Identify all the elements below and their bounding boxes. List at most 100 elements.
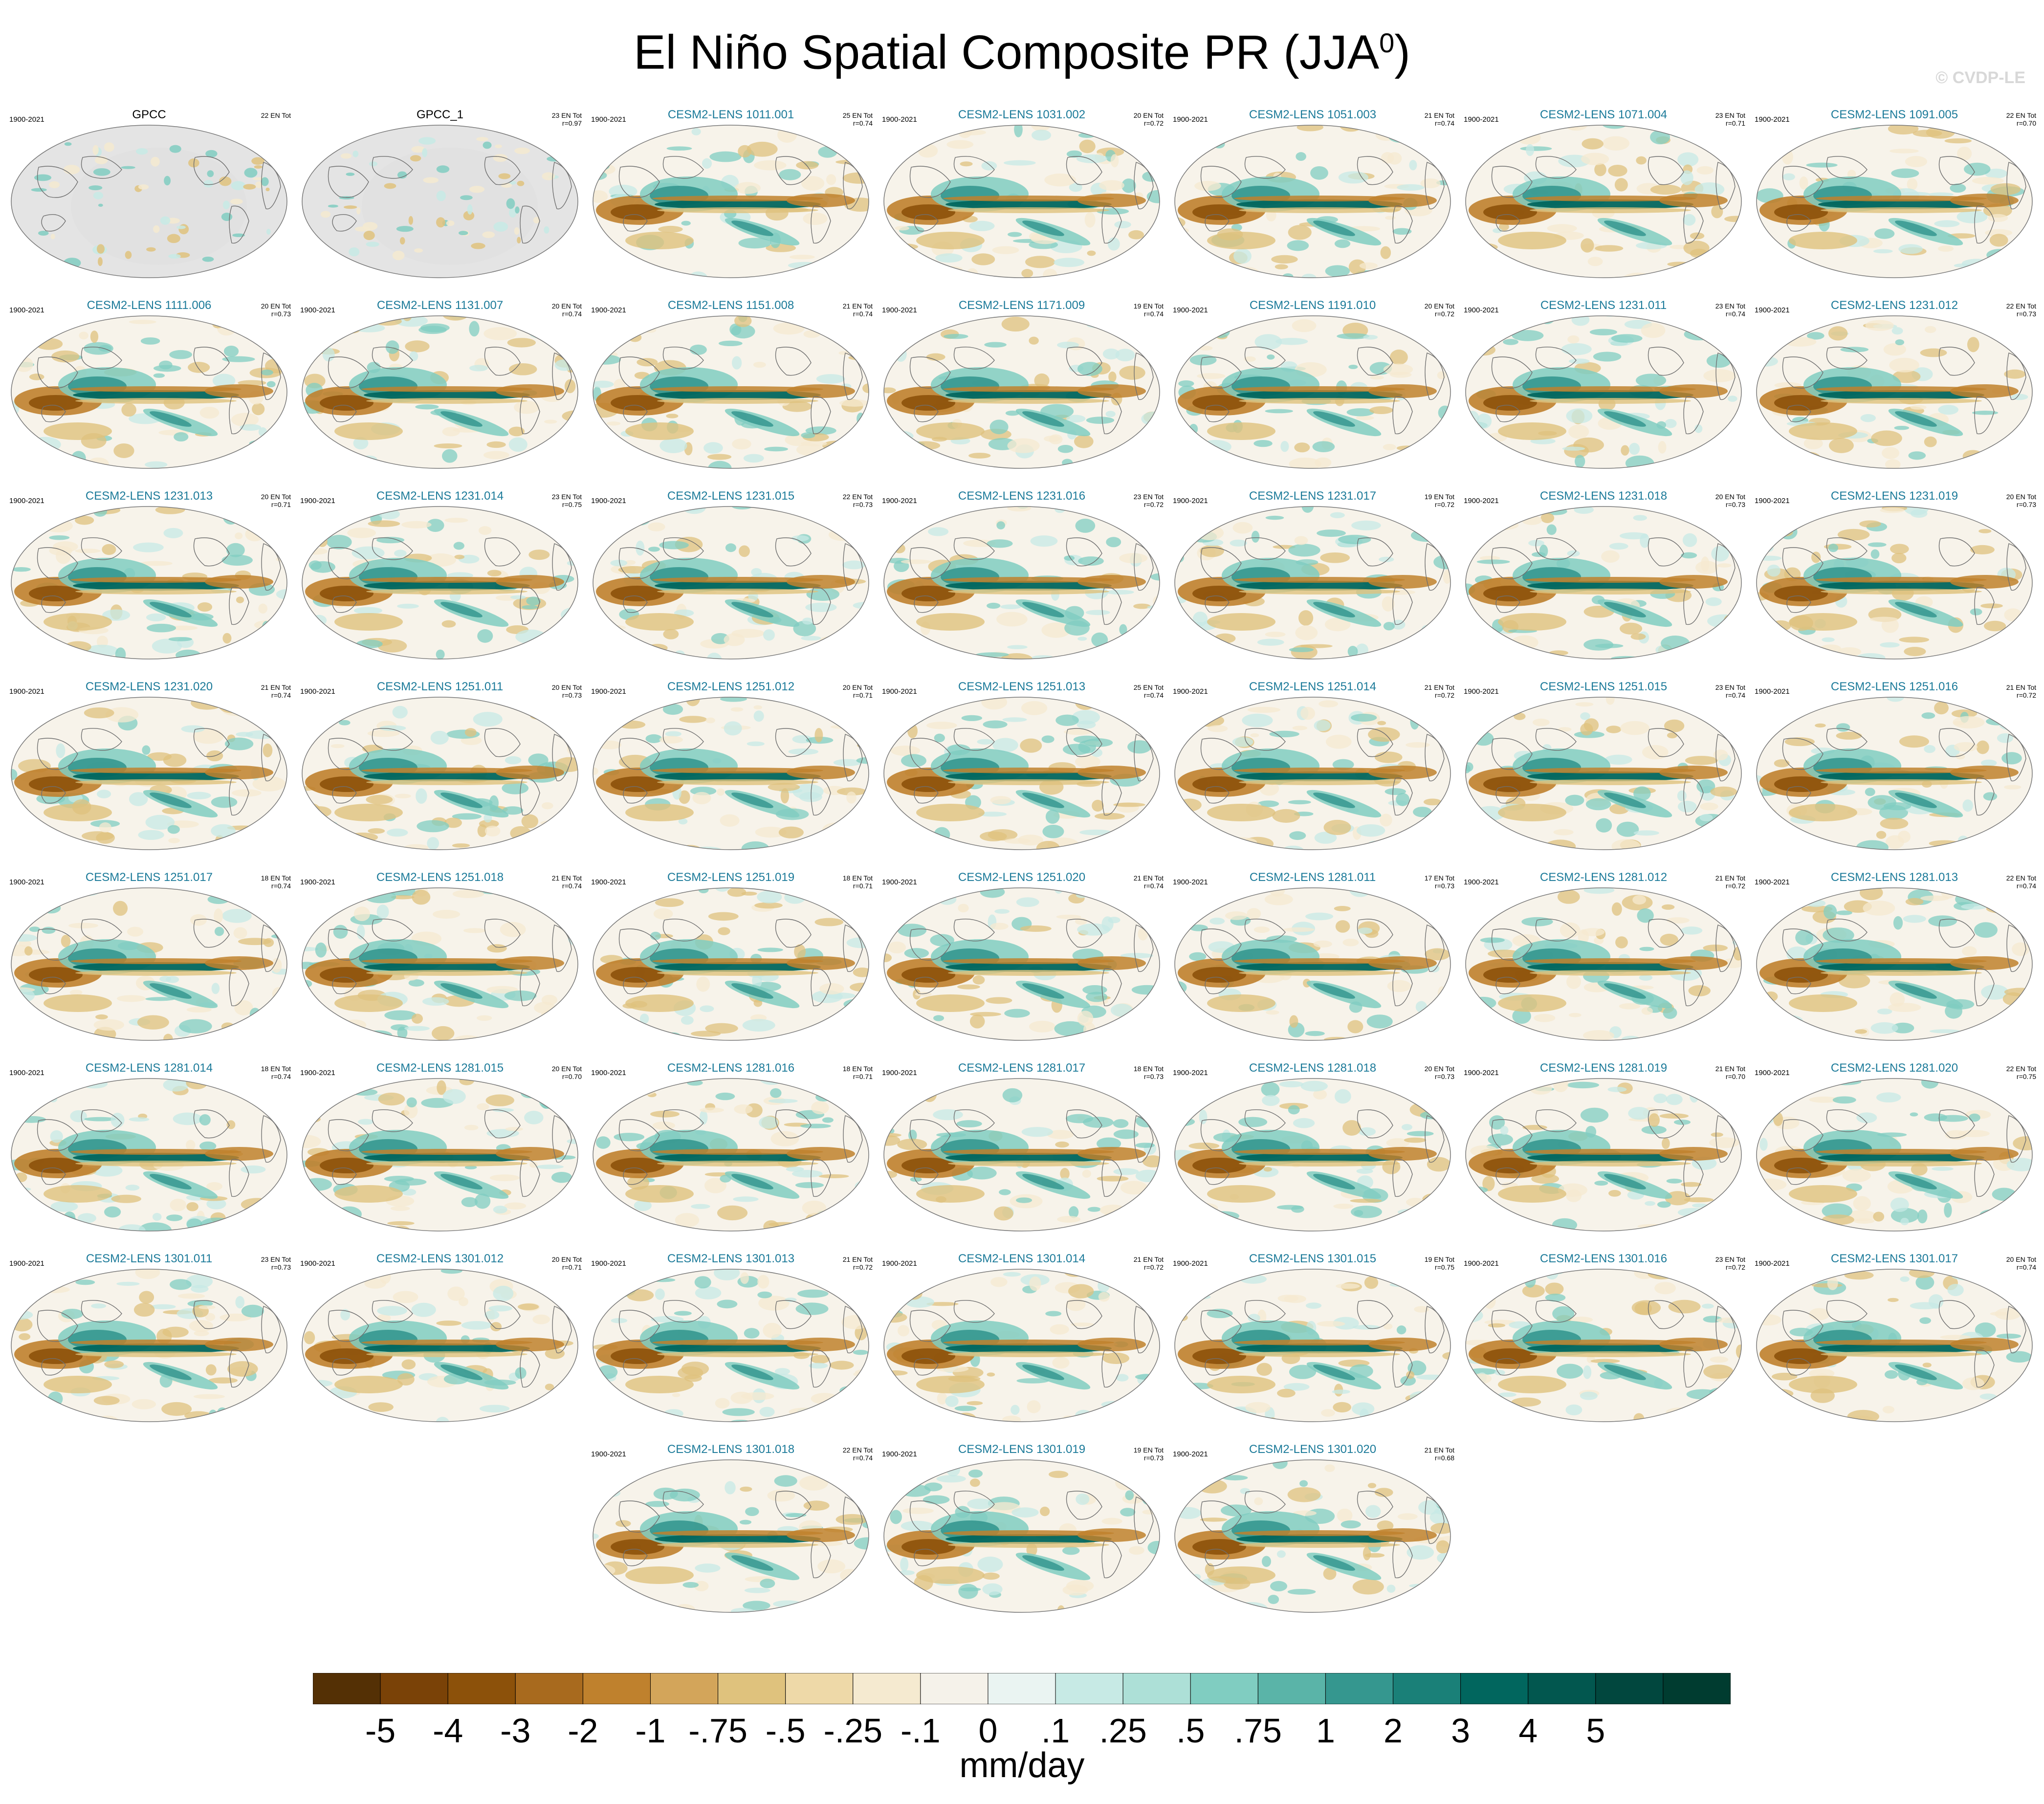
colorbar-tick-label: -.1 [900,1712,941,1750]
panel-name: CESM2-LENS 1251.019 [667,871,795,884]
panel-event-count: 21 EN Tot [2006,683,2036,691]
colorbar [313,1673,1731,1704]
map-panel: CESM2-LENS 1071.004 1900-2021 23 EN Tot r=0… [1462,108,1745,298]
map-panel: CESM2-LENS 1031.002 1900-2021 20 EN Tot r=0… [880,108,1164,298]
composite-map [1174,1269,1451,1422]
composite-map [11,1078,287,1232]
panel-correlation: r=0.75 [562,501,582,508]
composite-map [1174,315,1451,469]
panel-correlation: r=0.72 [1725,882,1745,890]
panel-name: CESM2-LENS 1011.001 [667,108,794,121]
map-panel: CESM2-LENS 1281.018 1900-2021 20 EN Tot r=0… [1171,1061,1454,1252]
panel-event-count: 21 EN Tot [842,302,873,310]
panel-correlation: r=0.73 [271,310,291,318]
panel-event-count: 19 EN Tot [1424,1255,1454,1263]
panel-correlation: r=0.74 [2016,882,2036,890]
panel-event-count: 22 EN Tot [842,1446,873,1454]
panel-name: CESM2-LENS 1301.017 [1830,1252,1958,1265]
panel-correlation: r=0.68 [1434,1454,1454,1462]
composite-map [1465,125,1742,278]
panel-name: CESM2-LENS 1231.015 [667,489,795,503]
panel-correlation: r=0.73 [1143,1454,1164,1462]
panel-event-count: 22 EN Tot [2006,302,2036,310]
panel-name: CESM2-LENS 1301.020 [1249,1443,1377,1456]
panel-event-count: 19 EN Tot [1133,1446,1164,1454]
panel-correlation: r=0.74 [2016,1263,2036,1271]
panel-correlation: r=0.74 [271,1073,291,1080]
colorbar-segment [853,1673,921,1704]
colorbar-segment [650,1673,719,1704]
composite-map [1465,697,1742,850]
map-panel: CESM2-LENS 1251.019 1900-2021 18 EN Tot r=0… [589,870,873,1061]
panel-event-count: 18 EN Tot [1133,1065,1164,1073]
colorbar-tick-label: .1 [1041,1712,1070,1750]
colorbar-segment [447,1673,516,1704]
panel-period: 1900-2021 [1755,115,1790,124]
map-panel: CESM2-LENS 1301.018 1900-2021 22 EN Tot r=0… [589,1442,873,1633]
panel-name: CESM2-LENS 1301.014 [958,1252,1086,1265]
colorbar-segment [1325,1673,1394,1704]
panel-name: CESM2-LENS 1051.003 [1249,108,1377,121]
panel-event-count: 20 EN Tot [2006,1255,2036,1263]
panel-period: 1900-2021 [1173,687,1208,696]
panel-period: 1900-2021 [882,115,917,124]
panel-period: 1900-2021 [1173,306,1208,314]
colorbar-segment [313,1673,381,1704]
panel-correlation: r=0.75 [2016,1073,2036,1080]
panel-event-count: 23 EN Tot [551,493,582,501]
panel-period: 1900-2021 [300,1259,335,1268]
map-panel: CESM2-LENS 1091.005 1900-2021 22 EN Tot r=0… [1753,108,2036,298]
composite-map [883,506,1160,660]
panel-period: 1900-2021 [882,878,917,886]
panel-event-count: 21 EN Tot [1715,1065,1745,1073]
panel-period: 1900-2021 [1173,115,1208,124]
panel-correlation: r=0.73 [853,501,873,508]
map-panel: GPCC_1 23 EN Tot r=0.97 [298,108,582,298]
panel-correlation: r=0.74 [853,1454,873,1462]
colorbar-tick-label: 0 [978,1712,998,1750]
panel-event-count: 20 EN Tot [551,302,582,310]
colorbar-tick-label: 5 [1586,1712,1605,1750]
composite-map [302,315,578,469]
map-panel: GPCC 1900-2021 22 EN Tot [7,108,291,298]
colorbar-segment [785,1673,854,1704]
panel-period: 1900-2021 [9,1259,44,1268]
panel-event-count: 22 EN Tot [261,111,291,119]
panel-name: CESM2-LENS 1251.011 [376,680,504,693]
panel-name: CESM2-LENS 1251.012 [667,680,795,693]
panel-name: CESM2-LENS 1281.020 [1830,1061,1958,1075]
panel-correlation: r=0.74 [853,119,873,127]
panel-name: CESM2-LENS 1031.002 [958,108,1086,121]
panel-period: 1900-2021 [1464,1069,1499,1077]
panel-correlation: r=0.74 [1725,691,1745,699]
panel-period: 1900-2021 [300,306,335,314]
figure-title: El Niño Spatial Composite PR (JJA0) [634,25,1410,79]
map-panel: CESM2-LENS 1171.009 1900-2021 19 EN Tot r=0… [880,298,1164,489]
map-panel: CESM2-LENS 1301.020 1900-2021 21 EN Tot r=0… [1171,1442,1454,1633]
colorbar-segment [1393,1673,1461,1704]
panel-name: CESM2-LENS 1151.008 [667,299,794,312]
panel-event-count: 21 EN Tot [842,1255,873,1263]
panel-correlation: r=0.74 [271,882,291,890]
map-panel: CESM2-LENS 1301.019 1900-2021 19 EN Tot r=0… [880,1442,1164,1633]
composite-map [593,697,869,850]
composite-map [593,1459,869,1613]
map-panel: CESM2-LENS 1281.011 1900-2021 17 EN Tot r=0… [1171,870,1454,1061]
map-panel: CESM2-LENS 1281.014 1900-2021 18 EN Tot r=0… [7,1061,291,1252]
colorbar-segment [1663,1673,1731,1704]
composite-map [302,506,578,660]
panel-event-count: 21 EN Tot [1133,1255,1164,1263]
panel-period: 1900-2021 [300,878,335,886]
panel-event-count: 22 EN Tot [842,493,873,501]
panel-period: 1900-2021 [9,115,44,124]
panel-event-count: 21 EN Tot [1424,683,1454,691]
panel-name: CESM2-LENS 1251.020 [958,871,1086,884]
map-panel: CESM2-LENS 1011.001 1900-2021 25 EN Tot r=0… [589,108,873,298]
panel-event-count: 18 EN Tot [842,874,873,882]
map-panel: CESM2-LENS 1301.015 1900-2021 19 EN Tot r=0… [1171,1252,1454,1442]
map-panel: CESM2-LENS 1251.018 1900-2021 21 EN Tot r=0… [298,870,582,1061]
panel-name: CESM2-LENS 1231.016 [958,489,1086,503]
map-panel: CESM2-LENS 1251.014 1900-2021 21 EN Tot r=0… [1171,680,1454,870]
map-panel: CESM2-LENS 1301.012 1900-2021 20 EN Tot r=0… [298,1252,582,1442]
map-panel: CESM2-LENS 1301.013 1900-2021 21 EN Tot r=0… [589,1252,873,1442]
